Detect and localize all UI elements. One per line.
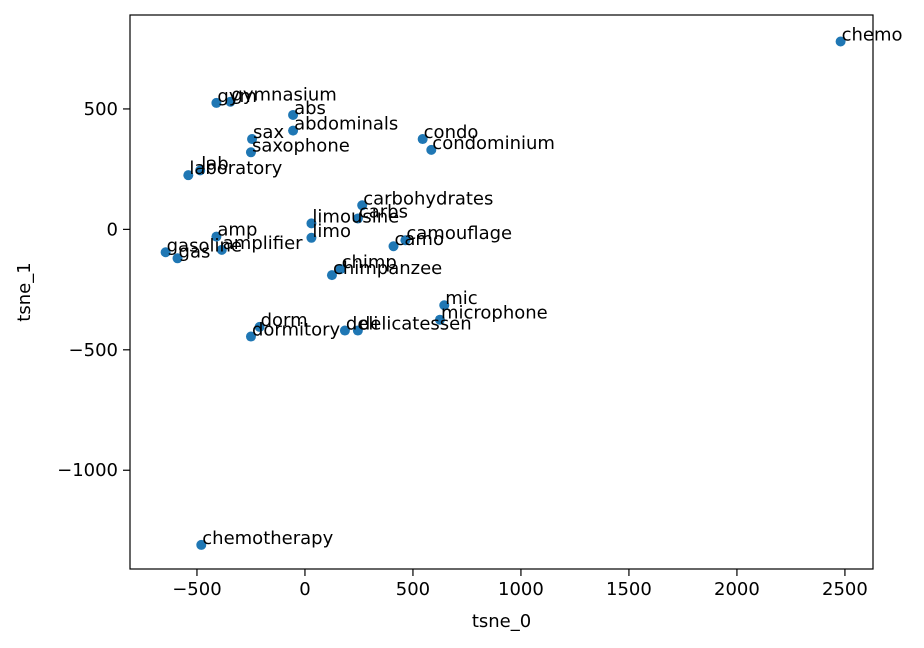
scatter-point	[352, 213, 363, 224]
scatter-point	[245, 147, 256, 158]
point-label: abs	[294, 98, 326, 119]
point-label: condominium	[432, 133, 555, 154]
scatter-point	[426, 144, 437, 155]
scatter-point	[160, 247, 171, 258]
point-label: chimp	[342, 252, 397, 273]
point-label: gymnasium	[231, 85, 336, 106]
scatter-point	[357, 200, 368, 211]
scatter-point	[835, 36, 846, 47]
scatter-point	[288, 125, 299, 136]
point-label: amp	[217, 220, 257, 241]
x-tick-label: 2500	[822, 579, 868, 600]
y-tick-label: 0	[107, 219, 118, 240]
y-axis-ticks: −1000 −500 0 500	[57, 99, 130, 481]
x-tick-label: 0	[299, 579, 310, 600]
point-label: deli	[346, 314, 379, 335]
scatter-point	[183, 170, 194, 181]
point-label: lab	[201, 153, 228, 174]
scatter-point	[306, 218, 317, 229]
point-label: chemo	[842, 24, 903, 45]
point-label: microphone	[441, 303, 548, 324]
point-label: laboratory	[189, 158, 282, 179]
point-label: abdominals	[294, 114, 398, 135]
point-label: saxophone	[252, 135, 350, 156]
scatter-point	[211, 97, 222, 108]
scatter-point	[388, 241, 399, 252]
point-label: dorm	[261, 310, 308, 331]
plot-frame	[129, 14, 874, 570]
point-label: amplifier	[223, 233, 303, 254]
point-label: gym	[217, 86, 257, 107]
point-label: limo	[312, 221, 351, 242]
scatter-point	[196, 539, 207, 550]
point-label: condo	[424, 122, 479, 143]
scatter-point	[335, 264, 346, 275]
point-label: gas	[179, 241, 211, 262]
x-tick-label: 1500	[606, 579, 652, 600]
x-axis-ticks: −500 0 500 1000 1500 2000 2500	[172, 569, 868, 600]
scatter-point	[216, 244, 227, 255]
scatter-point	[417, 134, 428, 145]
point-label: chimpanzee	[333, 258, 442, 279]
point-label: mic	[445, 288, 477, 309]
scatter-point	[326, 270, 337, 281]
scatter-point	[306, 232, 317, 243]
point-label: sax	[253, 122, 284, 143]
point-label: delicatessen	[359, 314, 472, 335]
y-tick-label: −500	[69, 340, 118, 361]
point-label: dormitory	[252, 320, 341, 341]
scatter-point	[195, 165, 206, 176]
point-label: camouflage	[406, 223, 512, 244]
x-tick-label: −500	[172, 579, 221, 600]
scatter-point	[247, 134, 258, 145]
scatter-point	[439, 300, 450, 311]
scatter-point	[211, 231, 222, 242]
scatter-point	[172, 253, 183, 264]
point-label: limousine	[312, 206, 399, 227]
point-label: camo	[395, 229, 444, 250]
x-tick-label: 2000	[714, 579, 760, 600]
scatter-point	[288, 109, 299, 120]
x-tick-label: 500	[396, 579, 430, 600]
y-axis-label: tsne_1	[14, 262, 35, 321]
scatter-point	[400, 235, 411, 246]
scatter-point	[245, 331, 256, 342]
point-label: carbs	[359, 202, 408, 223]
point-label: carbohydrates	[363, 188, 493, 209]
y-tick-label: 500	[84, 99, 118, 120]
scatter-point	[352, 325, 363, 336]
scatter-point	[254, 321, 265, 332]
point-label: chemotherapy	[202, 528, 333, 549]
scatter-point	[434, 314, 445, 325]
point-label: gasoline	[167, 235, 242, 256]
scatter-point	[225, 96, 236, 107]
y-tick-label: −1000	[57, 460, 118, 481]
x-axis-label: tsne_0	[472, 611, 531, 632]
x-tick-label: 1000	[498, 579, 544, 600]
scatter-point	[339, 325, 350, 336]
